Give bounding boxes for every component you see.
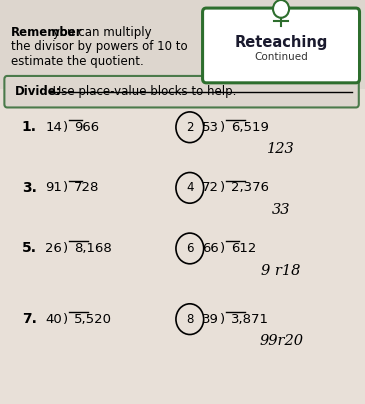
Text: Divide:: Divide: <box>15 85 61 98</box>
Text: ): ) <box>220 121 225 134</box>
Text: you can multiply: you can multiply <box>53 26 151 39</box>
Circle shape <box>176 112 204 143</box>
Text: 5,520: 5,520 <box>74 313 112 326</box>
Text: 91: 91 <box>45 181 62 194</box>
Text: 53: 53 <box>202 121 219 134</box>
Text: 26: 26 <box>45 242 62 255</box>
Text: 8: 8 <box>186 313 193 326</box>
Circle shape <box>176 304 204 335</box>
Text: 8,168: 8,168 <box>74 242 111 255</box>
Text: 1.: 1. <box>22 120 37 134</box>
Text: Remember: Remember <box>11 26 82 39</box>
Text: 14: 14 <box>45 121 62 134</box>
Circle shape <box>176 233 204 264</box>
Circle shape <box>176 173 204 203</box>
FancyBboxPatch shape <box>4 76 359 107</box>
Text: estimate the quotient.: estimate the quotient. <box>11 55 144 67</box>
Text: 3,871: 3,871 <box>231 313 269 326</box>
Text: ): ) <box>63 242 68 255</box>
Text: 99r20: 99r20 <box>259 335 303 348</box>
Text: Use place-value blocks to help.: Use place-value blocks to help. <box>49 85 237 98</box>
Text: 40: 40 <box>45 313 62 326</box>
Text: Continued: Continued <box>254 53 308 62</box>
FancyBboxPatch shape <box>203 8 360 83</box>
Text: 728: 728 <box>74 181 99 194</box>
Text: 3.: 3. <box>22 181 37 195</box>
Text: 72: 72 <box>202 181 219 194</box>
Text: 2: 2 <box>186 121 193 134</box>
Text: Reteaching: Reteaching <box>234 34 328 50</box>
Text: ): ) <box>220 313 225 326</box>
Text: 2,376: 2,376 <box>231 181 269 194</box>
Circle shape <box>273 0 289 18</box>
Text: ): ) <box>63 313 68 326</box>
Text: 6: 6 <box>186 242 193 255</box>
Text: 66: 66 <box>202 242 219 255</box>
Text: 5.: 5. <box>22 242 37 255</box>
Text: 39: 39 <box>202 313 219 326</box>
Text: 7.: 7. <box>22 312 37 326</box>
Text: 123: 123 <box>267 143 295 156</box>
FancyBboxPatch shape <box>0 0 365 89</box>
Text: ): ) <box>220 181 225 194</box>
Text: ): ) <box>63 181 68 194</box>
Text: ): ) <box>220 242 225 255</box>
Text: the divisor by powers of 10 to: the divisor by powers of 10 to <box>11 40 188 53</box>
Text: ): ) <box>63 121 68 134</box>
Text: 612: 612 <box>231 242 256 255</box>
Text: 4: 4 <box>186 181 193 194</box>
Text: 9 r18: 9 r18 <box>261 264 301 278</box>
Text: 966: 966 <box>74 121 99 134</box>
Text: 33: 33 <box>272 203 290 217</box>
Text: 6,519: 6,519 <box>231 121 269 134</box>
